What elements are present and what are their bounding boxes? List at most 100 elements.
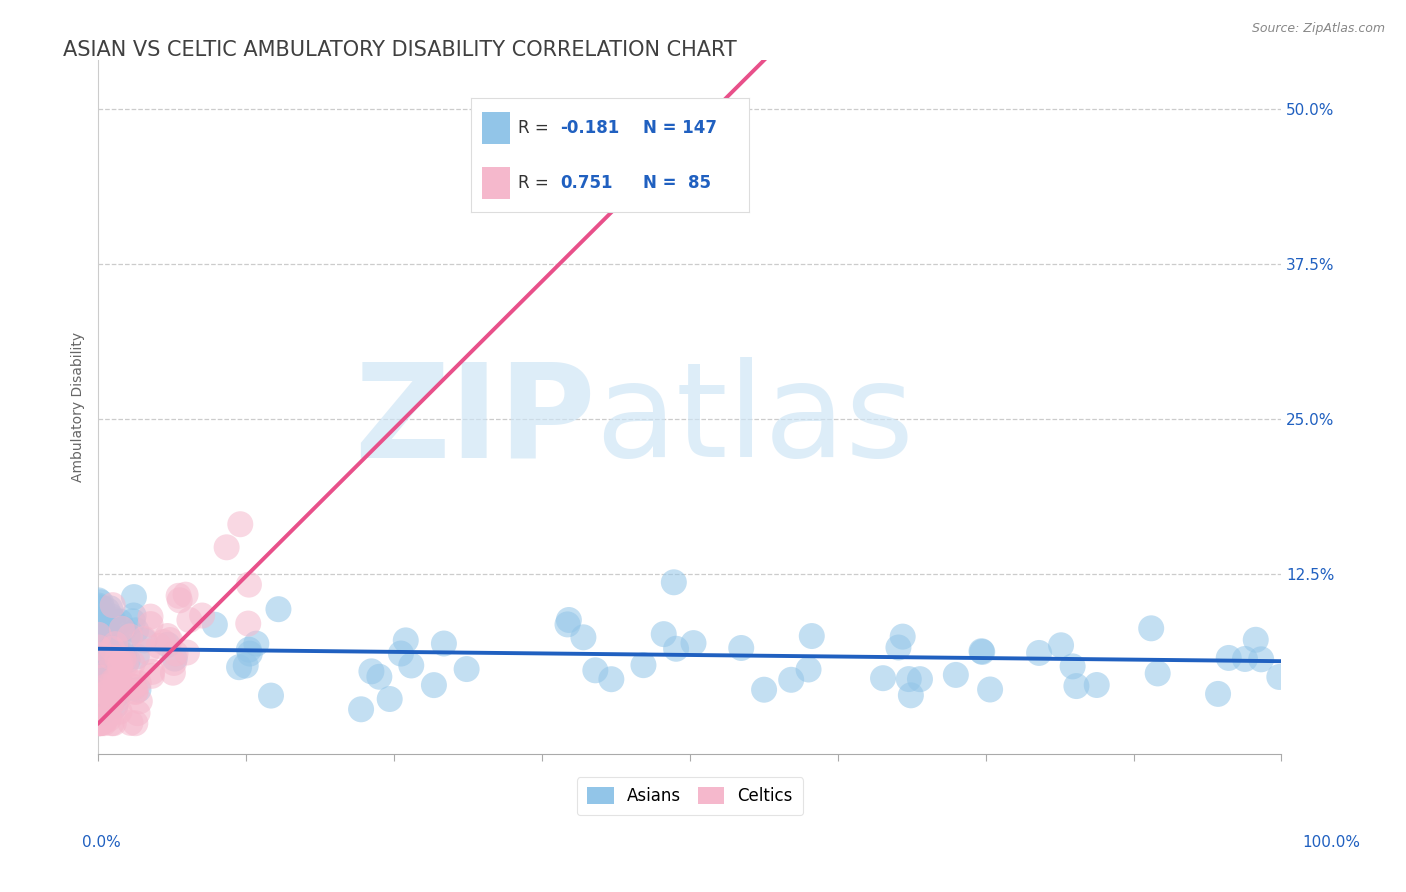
Point <box>1062 659 1084 673</box>
Point <box>238 616 260 631</box>
Point <box>136 645 159 659</box>
Point <box>162 665 184 680</box>
Point <box>90 629 112 643</box>
Point <box>97 673 120 688</box>
Point <box>1206 687 1229 701</box>
Point <box>191 608 214 623</box>
Point <box>872 671 894 685</box>
Point <box>94 690 117 705</box>
Point <box>117 653 139 667</box>
Point <box>93 649 115 664</box>
Point <box>87 638 110 652</box>
Point <box>108 615 131 629</box>
Point <box>93 647 115 661</box>
Point <box>87 684 110 698</box>
Point <box>139 609 162 624</box>
Point <box>89 643 111 657</box>
Point <box>87 640 110 655</box>
Point <box>108 673 131 687</box>
Point <box>652 627 675 641</box>
Legend: Asians, Celtics: Asians, Celtics <box>576 777 803 815</box>
Point <box>169 593 191 607</box>
Point <box>156 638 179 652</box>
Point <box>1268 670 1291 684</box>
Point <box>682 636 704 650</box>
Point <box>970 644 993 658</box>
Point <box>120 629 142 643</box>
Point <box>103 646 125 660</box>
Point <box>897 672 920 686</box>
Point <box>98 645 121 659</box>
Point <box>89 716 111 731</box>
Point <box>215 541 238 555</box>
Point <box>139 617 162 632</box>
Point <box>730 640 752 655</box>
Point <box>267 602 290 616</box>
Point <box>887 640 910 655</box>
Point <box>105 689 128 703</box>
Point <box>107 653 129 667</box>
Point <box>87 698 110 712</box>
Point <box>100 716 122 731</box>
Point <box>91 656 114 670</box>
Point <box>117 629 139 643</box>
Point <box>93 716 115 731</box>
Point <box>104 681 127 696</box>
Point <box>1066 679 1088 693</box>
Point <box>121 657 143 671</box>
Point <box>87 676 110 690</box>
Y-axis label: Ambulatory Disability: Ambulatory Disability <box>72 332 86 482</box>
Point <box>94 636 117 650</box>
Point <box>110 656 132 670</box>
Point <box>1140 621 1163 635</box>
Point <box>900 688 922 702</box>
Point <box>87 593 110 607</box>
Point <box>1085 678 1108 692</box>
Point <box>167 589 190 603</box>
Point <box>97 612 120 626</box>
Point <box>90 631 112 645</box>
Point <box>662 575 685 590</box>
Point <box>141 665 163 679</box>
Point <box>103 687 125 701</box>
Point <box>1233 652 1256 666</box>
Point <box>90 595 112 609</box>
Point <box>89 696 111 710</box>
Point <box>124 684 146 698</box>
Point <box>89 605 111 619</box>
Point <box>558 613 581 627</box>
Point <box>87 599 110 614</box>
Text: ASIAN VS CELTIC AMBULATORY DISABILITY CORRELATION CHART: ASIAN VS CELTIC AMBULATORY DISABILITY CO… <box>63 40 737 60</box>
Point <box>111 651 134 665</box>
Point <box>780 673 803 687</box>
Point <box>91 657 114 672</box>
Point <box>87 628 110 642</box>
Point <box>108 705 131 719</box>
Point <box>235 658 257 673</box>
Point <box>90 619 112 633</box>
Point <box>979 682 1001 697</box>
Point <box>111 678 134 692</box>
Point <box>176 646 198 660</box>
Point <box>98 699 121 714</box>
Point <box>1218 651 1240 665</box>
Point <box>134 633 156 648</box>
Point <box>90 659 112 673</box>
Point <box>105 642 128 657</box>
Point <box>96 710 118 724</box>
Point <box>1244 632 1267 647</box>
Point <box>87 674 110 689</box>
Point <box>141 669 163 683</box>
Point <box>87 607 110 622</box>
Point <box>395 633 418 648</box>
Point <box>87 602 110 616</box>
Point <box>105 651 128 665</box>
Point <box>108 677 131 691</box>
Point <box>115 657 138 672</box>
Point <box>101 641 124 656</box>
Point <box>89 716 111 731</box>
Point <box>891 630 914 644</box>
Point <box>87 626 110 640</box>
Point <box>100 650 122 665</box>
Point <box>124 685 146 699</box>
